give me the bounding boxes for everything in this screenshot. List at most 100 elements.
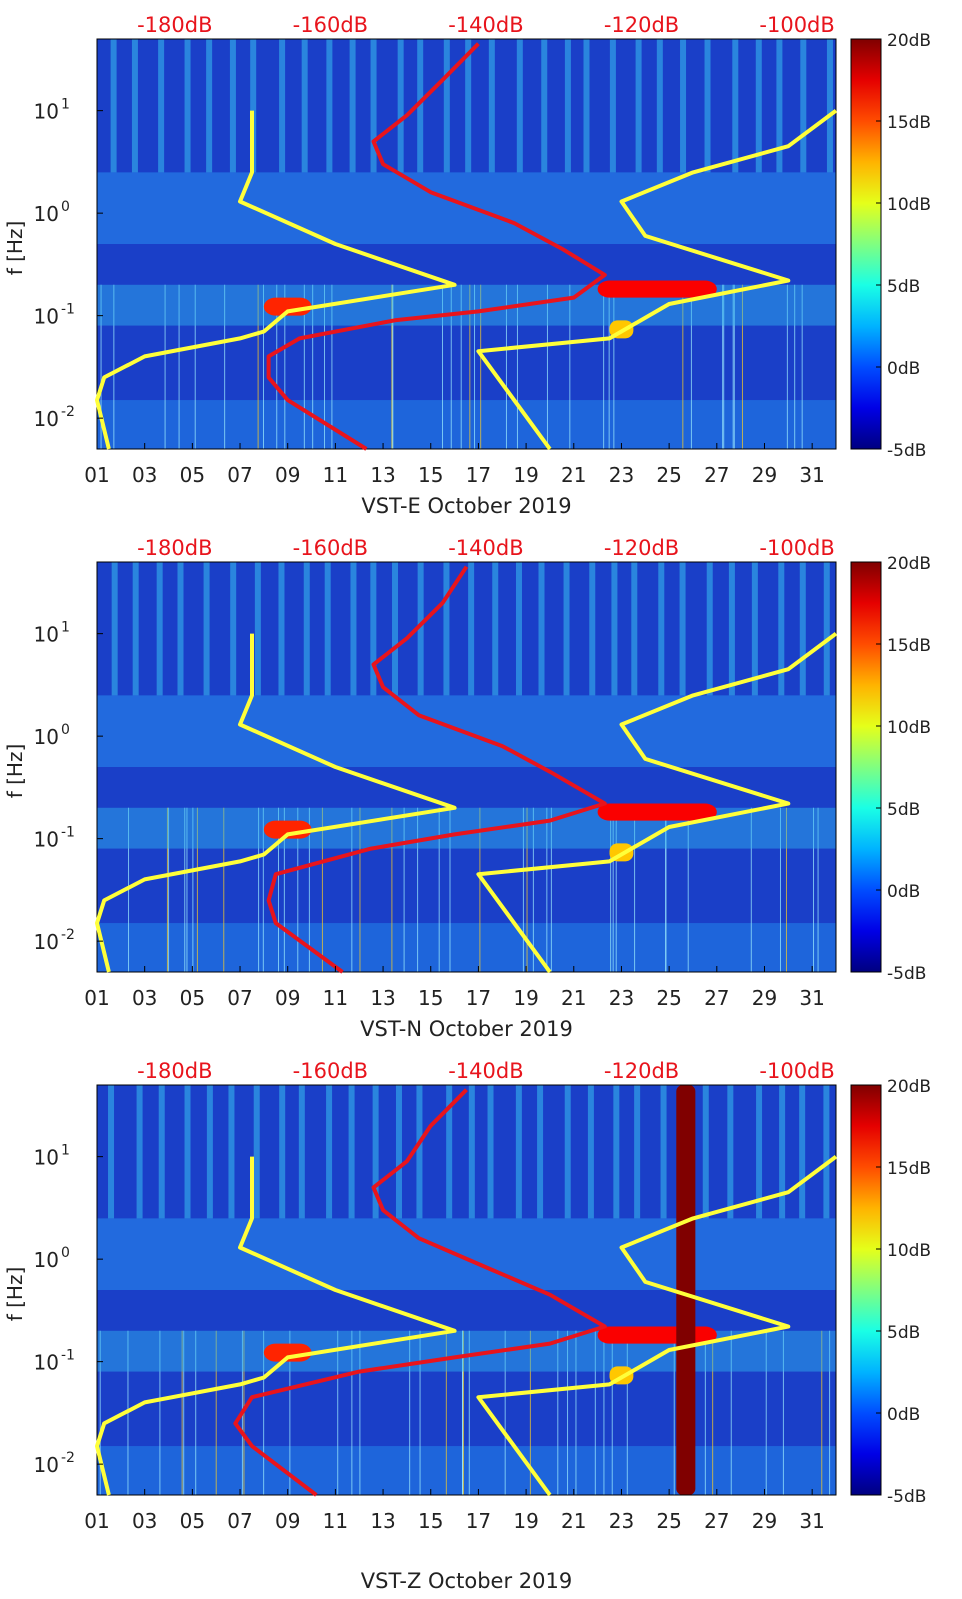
noise-model-curve <box>95 110 457 450</box>
x-tick-label: 19 <box>513 986 538 1010</box>
top-db-tick-label: -140dB <box>448 1059 523 1083</box>
daily-streak <box>184 39 191 173</box>
daily-streak <box>417 39 424 173</box>
colorbar-tick-label: 10dB <box>887 718 931 738</box>
daily-streak <box>635 39 642 173</box>
y-tick-label: 10 <box>34 1351 59 1375</box>
x-tick-label: 13 <box>370 986 395 1010</box>
secondary-microseism-band <box>97 1330 836 1372</box>
y-tick-label: 10 <box>34 930 59 954</box>
daily-streak <box>465 39 472 173</box>
y-tick-exponent: 0 <box>61 199 70 215</box>
daily-streak <box>732 39 739 173</box>
daily-streak <box>370 39 377 173</box>
x-tick-label: 03 <box>132 463 157 487</box>
daily-streak <box>756 1085 763 1219</box>
x-tick-label: 15 <box>418 986 443 1010</box>
x-tick-label: 23 <box>609 463 634 487</box>
daily-streak <box>132 562 139 696</box>
daily-streak <box>631 562 638 696</box>
daily-streak <box>488 39 495 173</box>
y-tick-label: 10 <box>34 100 59 124</box>
colorbar-tick-label: 10dB <box>887 1241 931 1261</box>
daily-streak <box>468 1085 475 1219</box>
noise-model-curve <box>476 1154 838 1497</box>
top-db-tick-label: -180dB <box>137 536 212 560</box>
y-tick-label: 10 <box>34 725 59 749</box>
x-tick-label: 15 <box>418 463 443 487</box>
daily-streak <box>702 1085 709 1219</box>
x-tick-label: 01 <box>84 1509 109 1533</box>
top-db-tick-label: -120dB <box>604 13 679 37</box>
daily-streak <box>751 562 758 696</box>
daily-streak <box>326 1085 333 1219</box>
plot-frame <box>96 1084 837 1496</box>
top-db-tick-label: -160dB <box>293 13 368 37</box>
x-tick-label: 29 <box>752 1509 777 1533</box>
daily-streak <box>516 39 523 173</box>
daily-streak <box>776 39 783 173</box>
daily-streak <box>250 39 257 173</box>
noise-model-curve <box>476 631 838 974</box>
y-tick-exponent: -1 <box>61 825 75 841</box>
top-db-tick-label: -100dB <box>759 1059 834 1083</box>
noise-model-curve <box>95 633 457 973</box>
daily-streak <box>228 1085 235 1219</box>
daily-streak <box>397 39 404 173</box>
x-tick-label: 31 <box>799 1509 824 1533</box>
daily-streak <box>370 562 377 696</box>
top-db-tick-label: -100dB <box>759 536 834 560</box>
x-tick-label: 11 <box>323 1509 348 1533</box>
daily-streak <box>279 1085 286 1219</box>
daily-streak <box>156 562 163 696</box>
colorbar-tick-label: -5dB <box>887 1487 926 1507</box>
x-axis-label: VST-N October 2019 <box>360 1017 573 1041</box>
colorbar-tick-label: 5dB <box>887 1323 920 1343</box>
x-tick-label: 05 <box>180 986 205 1010</box>
daily-streak <box>826 39 833 173</box>
x-tick-label: 27 <box>704 986 729 1010</box>
daily-streak <box>704 39 711 173</box>
x-tick-label: 15 <box>418 1509 443 1533</box>
y-tick-exponent: 1 <box>61 97 70 113</box>
x-tick-label: 25 <box>656 1509 681 1533</box>
y-tick-label: 10 <box>34 1248 59 1272</box>
psd-curve <box>233 1088 607 1497</box>
x-tick-label: 23 <box>609 986 634 1010</box>
psd-curve <box>266 565 607 974</box>
daily-streak <box>611 562 618 696</box>
x-tick-label: 31 <box>799 463 824 487</box>
daily-streak <box>564 39 571 173</box>
y-tick-exponent: 0 <box>61 722 70 738</box>
daily-streak <box>111 562 118 696</box>
daily-streak <box>131 39 138 173</box>
secondary-microseism-band <box>97 284 836 326</box>
y-axis-label: f [Hz] <box>3 221 27 276</box>
daily-streak <box>468 562 475 696</box>
x-tick-label: 05 <box>180 463 205 487</box>
daily-streak <box>324 562 331 696</box>
daily-streak <box>658 562 665 696</box>
daily-streak <box>206 39 213 173</box>
x-tick-label: 27 <box>704 463 729 487</box>
daily-streak <box>541 39 548 173</box>
x-tick-label: 29 <box>752 463 777 487</box>
x-tick-label: 01 <box>84 463 109 487</box>
energy-highlight <box>597 1326 717 1344</box>
y-tick-exponent: -1 <box>61 1348 75 1364</box>
daily-streak <box>417 562 424 696</box>
daily-streak <box>350 562 357 696</box>
top-db-tick-label: -180dB <box>137 1059 212 1083</box>
y-tick-exponent: -2 <box>61 927 75 943</box>
y-tick-exponent: 0 <box>61 1245 70 1261</box>
colorbar-tick-label: 10dB <box>887 195 931 215</box>
plot-frame <box>96 38 837 450</box>
colorbar-tick-label: 15dB <box>887 1159 931 1179</box>
colorbar-tick-label: 0dB <box>887 359 920 379</box>
colorbar-tick-label: 15dB <box>887 636 931 656</box>
colorbar-tick-label: 5dB <box>887 277 920 297</box>
daily-streak <box>443 562 450 696</box>
colorbar-tick-label: -5dB <box>887 441 926 461</box>
